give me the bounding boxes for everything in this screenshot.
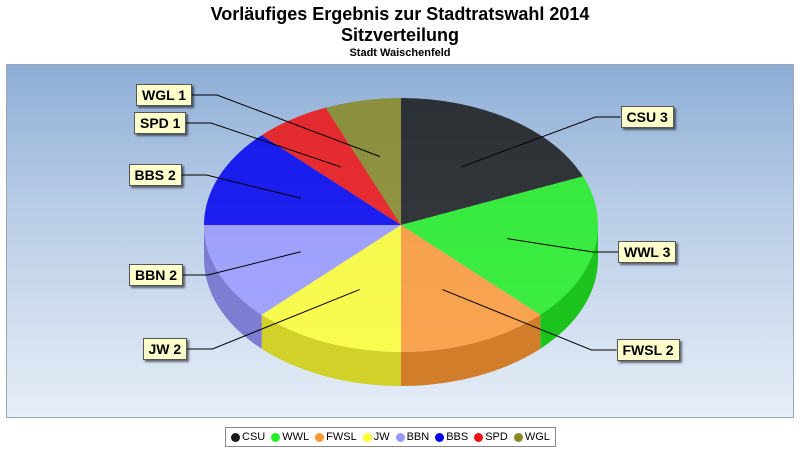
plot-area: CSU 3 WWL 3 FWSL 2 JW 2 BBN 2 BBS 2 SPD 1 WGL 1 [6, 64, 794, 418]
leader-line-spd [186, 122, 341, 168]
legend-item-bbn: BBN [395, 431, 430, 443]
pie-side-bbn [204, 225, 262, 349]
data-label-bbs: BBS 2 [128, 164, 182, 186]
legend-label: FWSL [326, 431, 357, 443]
leader-line-wwl [507, 238, 618, 253]
legend-label: CSU [242, 431, 266, 443]
leader-line-bbn [183, 251, 302, 276]
legend-swatch [395, 432, 405, 442]
legend-item-csu: CSU [231, 431, 265, 443]
legend-label: WGL [524, 431, 550, 443]
legend-item-jw: JW [362, 431, 390, 443]
leader-line-bbs [181, 174, 302, 199]
pie-slice-bbn [204, 225, 401, 315]
legend-label: BBS [446, 431, 469, 443]
legend-swatch [435, 432, 445, 442]
data-label-wgl: WGL 1 [136, 84, 193, 106]
pie-side-fwsl [401, 314, 541, 386]
pie-slice-wgl [325, 98, 401, 225]
chart-title: Vorläufiges Ergebnis zur Stadtratswahl 2… [210, 4, 590, 24]
pie-side-wwl [540, 225, 598, 349]
pie-slice-wwl [401, 176, 598, 315]
legend-swatch [513, 432, 523, 442]
data-label-bbn: BBN 2 [129, 264, 184, 286]
legend-item-wwl: WWL [271, 431, 309, 443]
chart-title-secondary: Sitzverteilung [340, 25, 460, 45]
data-label-wwl: WWL 3 [618, 241, 677, 263]
legend-item-spd: SPD [474, 431, 508, 443]
pie-slice-fwsl [401, 225, 541, 352]
leader-line-fwsl [442, 289, 617, 351]
legend-label: JW [373, 431, 390, 443]
legend-label: SPD [485, 431, 508, 443]
data-label-csu: CSU 3 [620, 106, 674, 128]
legend: CSU WWL FWSL JW BBN BBS SPD WGL [225, 427, 556, 447]
leader-line-csu [461, 116, 621, 168]
data-label-jw: JW 2 [142, 338, 188, 360]
leader-line-jw [187, 289, 360, 350]
legend-swatch [474, 432, 484, 442]
pie-slice-csu [401, 98, 584, 225]
legend-item-fwsl: FWSL [315, 431, 357, 443]
legend-swatch [231, 432, 240, 442]
pie-side-jw [261, 314, 401, 386]
pie-slice-spd [261, 107, 401, 225]
chart-subtitle: Stadt Waischenfeld [349, 47, 451, 59]
pie-chart [181, 94, 621, 386]
legend-item-bbs: BBS [435, 431, 468, 443]
legend-label: BBN [406, 431, 430, 443]
legend-swatch [315, 432, 325, 442]
pie-slice-jw [261, 225, 401, 352]
legend-item-wgl: WGL [513, 431, 550, 443]
pie-slice-bbs [204, 135, 401, 225]
leader-line-wgl [192, 94, 381, 157]
legend-label: WWL [282, 431, 310, 443]
data-label-spd: SPD 1 [134, 112, 187, 134]
legend-swatch [362, 432, 372, 442]
legend-swatch [271, 432, 281, 442]
data-label-fwsl: FWSL 2 [616, 339, 680, 361]
